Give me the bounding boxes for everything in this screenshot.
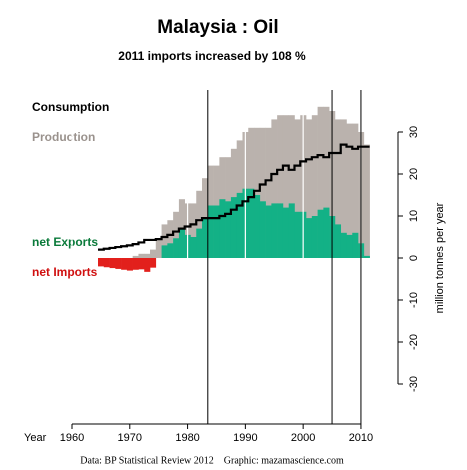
legend-production: Production <box>32 130 95 144</box>
production-bar <box>196 190 203 258</box>
production-bar <box>265 127 272 258</box>
production-bar <box>306 119 313 259</box>
net-export-bar <box>352 232 359 258</box>
net-import-bar <box>121 258 128 270</box>
net-import-bar <box>126 258 133 271</box>
production-bar <box>334 119 342 259</box>
net-import-bar <box>115 258 122 269</box>
net-import-bar <box>144 258 151 272</box>
y-tick-label: 30 <box>408 126 420 138</box>
production-bar <box>282 115 290 258</box>
net-export-bar <box>248 188 255 258</box>
net-export-bar <box>178 228 185 258</box>
net-export-bar <box>219 199 226 258</box>
production-bar <box>346 123 353 258</box>
net-export-bar <box>225 201 232 258</box>
production-bar <box>259 127 266 258</box>
y-tick-label: 10 <box>408 210 420 222</box>
footer: Data: BP Statistical Review 2012 Graphic… <box>80 455 344 466</box>
production-bar <box>173 211 180 258</box>
x-tick-label: 1990 <box>233 432 257 444</box>
production-bar <box>317 106 324 258</box>
y-tick-label: -20 <box>408 334 420 350</box>
net-export-bar <box>236 192 243 258</box>
net-import-bar <box>98 258 105 267</box>
production-bar <box>155 239 162 258</box>
production-bar <box>144 253 151 258</box>
legend-net-imports: net Imports <box>32 265 98 279</box>
production-bar <box>277 115 284 258</box>
y-tick-label: -10 <box>408 292 420 308</box>
net-export-bar <box>167 243 174 258</box>
x-tick-label: 1960 <box>60 432 84 444</box>
net-export-bar <box>202 218 209 258</box>
production-bar <box>150 249 157 258</box>
y-tick-label: -30 <box>408 376 420 392</box>
net-export-bar <box>161 245 168 258</box>
net-import-bar <box>132 258 139 270</box>
net-export-bar <box>196 228 203 258</box>
production-bar <box>138 253 145 258</box>
net-import-bar <box>103 258 110 268</box>
production-bar <box>271 119 278 259</box>
net-export-bar <box>340 232 347 258</box>
production-bar <box>352 123 359 258</box>
net-export-bar <box>282 207 290 258</box>
production-bar <box>323 106 330 258</box>
y-tick-label: 0 <box>408 255 420 261</box>
production-bar <box>288 115 295 258</box>
net-export-bar <box>277 203 284 258</box>
net-export-bar <box>259 201 266 258</box>
production-bar <box>190 203 197 258</box>
consumption-line <box>98 143 370 251</box>
net-export-bar <box>294 211 301 258</box>
y-tick-label: 20 <box>408 168 420 180</box>
net-export-bar <box>271 203 278 258</box>
production-bar <box>294 119 301 259</box>
production-bar <box>132 255 139 258</box>
x-tick-label: 2000 <box>291 432 315 444</box>
production-bar <box>340 119 347 259</box>
production-bar <box>311 115 318 258</box>
legend-net-exports: net Exports <box>32 235 98 249</box>
net-export-bar <box>363 255 370 258</box>
x-tick-label: 1970 <box>118 432 142 444</box>
net-import-bar <box>109 258 116 269</box>
net-export-bar <box>230 197 237 258</box>
net-export-bar <box>207 205 214 258</box>
net-export-bar <box>334 224 342 258</box>
x-tick-label: 2010 <box>349 432 373 444</box>
net-export-bar <box>317 209 324 258</box>
net-export-bar <box>190 237 197 258</box>
net-import-bar <box>150 258 157 268</box>
y-axis-label: million tonnes per year <box>434 202 446 313</box>
production-bar <box>363 144 370 258</box>
net-export-bar <box>288 203 295 258</box>
net-export-bar <box>306 218 313 258</box>
chart-title: Malaysia : Oil <box>157 17 278 38</box>
production-bar <box>254 127 261 258</box>
legend-consumption: Consumption <box>32 100 109 114</box>
chart-subtitle: 2011 imports increased by 108 % <box>118 49 306 63</box>
net-export-bar <box>311 216 318 258</box>
net-export-bar <box>254 195 261 258</box>
net-export-bar <box>265 205 272 258</box>
net-import-bar <box>138 258 145 270</box>
net-export-bar <box>346 234 353 258</box>
net-export-bar <box>323 207 330 258</box>
x-tick-label: 1980 <box>175 432 199 444</box>
x-axis-label: Year <box>24 432 47 444</box>
production-bar <box>167 220 174 258</box>
production-bar <box>161 224 168 258</box>
net-export-bar <box>173 238 180 258</box>
net-export-bar <box>213 205 220 258</box>
